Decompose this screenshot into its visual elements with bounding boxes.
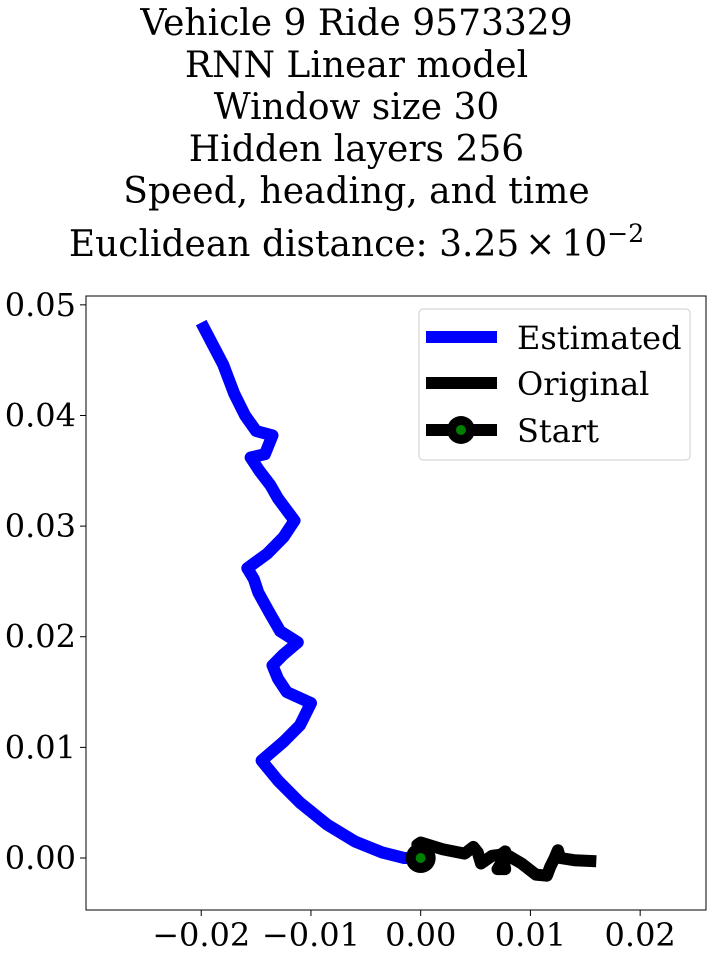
title-line-1: Vehicle 9 Ride 9573329 [140, 3, 573, 44]
title-metric-exp: −2 [607, 219, 645, 248]
legend-label-start: Start [517, 412, 599, 450]
title-line-4: Hidden layers 256 [188, 129, 525, 170]
title-metric-prefix: Euclidean distance: 3.25 [68, 224, 520, 265]
axis-ticks: −0.02 −0.01 0.00 0.01 0.02 0.00 0.01 0.02 0.03 0.… [5, 286, 676, 954]
series-layer [195, 319, 597, 882]
legend-swatch-start-dot [456, 425, 466, 435]
title-line-2: RNN Linear model [184, 45, 529, 86]
y-tick-label: 0.03 [5, 507, 76, 545]
legend-box [418, 308, 691, 461]
x-tick-label: 0.02 [605, 916, 676, 954]
title-line-3: Window size 30 [213, 87, 500, 128]
plot-frame [85, 295, 707, 911]
y-tick-label: 0.01 [5, 728, 76, 766]
title-metric-times: × [525, 224, 556, 265]
series-line-estimated [195, 319, 421, 864]
y-tick-label: 0.05 [5, 286, 76, 324]
title-metric-base: 10 [561, 224, 608, 265]
x-tick-label: −0.02 [152, 916, 250, 954]
start-marker-dot [415, 853, 426, 864]
series-line-original [411, 836, 597, 882]
y-tick-label: 0.04 [5, 396, 76, 434]
title-line-6: Euclidean distance: 3.25 × 10−2 [0, 213, 713, 266]
legend-label-original: Original [517, 365, 649, 403]
title-line-5: Speed, heading, and time [123, 171, 590, 212]
y-tick-label: 0.02 [5, 618, 76, 656]
legend-label-estimated: Estimated [517, 319, 682, 357]
x-tick-label: −0.01 [262, 916, 360, 954]
y-tick-label: 0.00 [5, 839, 76, 877]
x-tick-label: 0.00 [385, 916, 456, 954]
legend: Estimated Original Start [418, 308, 691, 461]
x-tick-label: 0.01 [495, 916, 566, 954]
